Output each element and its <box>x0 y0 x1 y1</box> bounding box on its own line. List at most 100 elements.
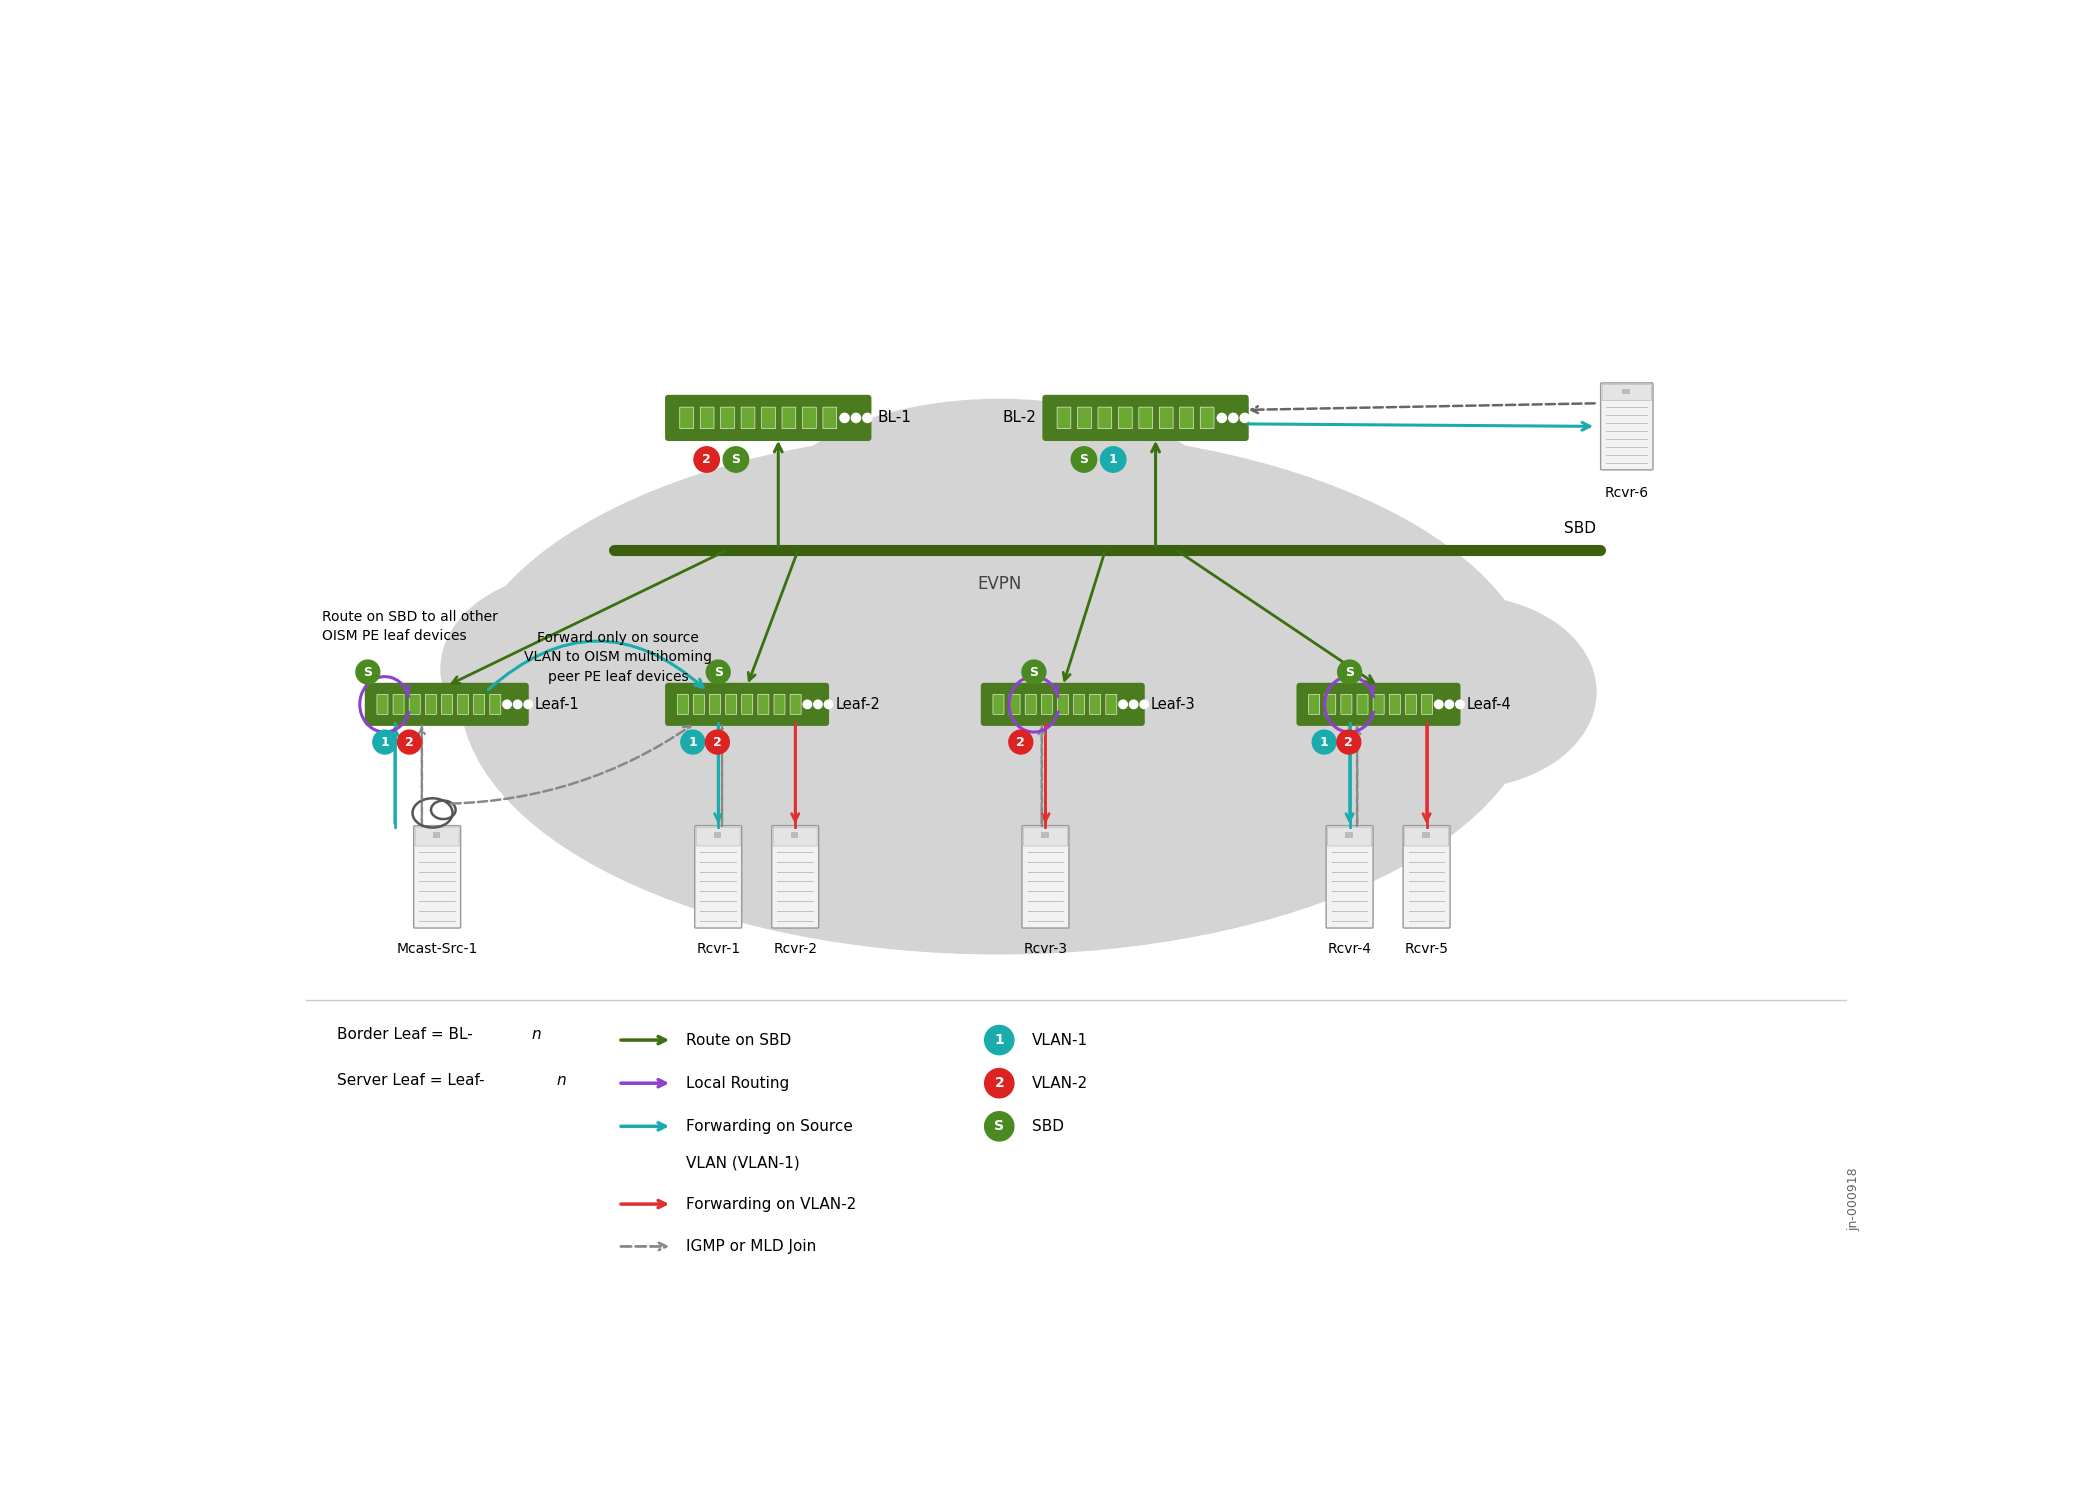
Text: Leaf-2: Leaf-2 <box>836 697 880 712</box>
Text: S: S <box>1029 666 1037 678</box>
Circle shape <box>1228 413 1237 422</box>
Text: SBD: SBD <box>1031 1118 1063 1133</box>
FancyBboxPatch shape <box>710 694 720 714</box>
FancyBboxPatch shape <box>1344 833 1352 839</box>
FancyBboxPatch shape <box>426 694 437 714</box>
FancyBboxPatch shape <box>1042 694 1052 714</box>
FancyBboxPatch shape <box>1373 694 1384 714</box>
FancyBboxPatch shape <box>416 827 460 846</box>
Ellipse shape <box>1115 485 1424 700</box>
Text: Rcvr-6: Rcvr-6 <box>1604 486 1649 500</box>
Ellipse shape <box>441 572 710 766</box>
Text: Rcvr-1: Rcvr-1 <box>695 943 741 956</box>
Text: Leaf-3: Leaf-3 <box>1151 697 1195 712</box>
Text: 1: 1 <box>689 736 697 748</box>
Text: Rcvr-4: Rcvr-4 <box>1327 943 1371 956</box>
Circle shape <box>1023 660 1046 684</box>
Ellipse shape <box>769 400 1231 630</box>
FancyBboxPatch shape <box>676 694 689 714</box>
Circle shape <box>813 700 823 709</box>
Circle shape <box>1455 700 1464 709</box>
FancyBboxPatch shape <box>775 694 785 714</box>
FancyBboxPatch shape <box>458 694 468 714</box>
FancyBboxPatch shape <box>773 827 817 846</box>
Circle shape <box>502 700 510 709</box>
Text: Rcvr-2: Rcvr-2 <box>773 943 817 956</box>
FancyBboxPatch shape <box>1138 407 1153 428</box>
FancyBboxPatch shape <box>1405 694 1415 714</box>
FancyBboxPatch shape <box>695 825 741 928</box>
Circle shape <box>985 1112 1014 1141</box>
Text: 2: 2 <box>714 736 722 748</box>
FancyBboxPatch shape <box>680 407 693 428</box>
FancyBboxPatch shape <box>1390 694 1401 714</box>
Text: EVPN: EVPN <box>976 575 1021 593</box>
Circle shape <box>1445 700 1453 709</box>
Circle shape <box>693 446 720 473</box>
Text: Rcvr-5: Rcvr-5 <box>1405 943 1449 956</box>
Text: BL-1: BL-1 <box>878 410 911 425</box>
FancyBboxPatch shape <box>1023 825 1069 928</box>
Circle shape <box>355 660 380 684</box>
FancyBboxPatch shape <box>666 396 872 442</box>
FancyBboxPatch shape <box>1422 833 1430 839</box>
Text: 2: 2 <box>1344 736 1352 748</box>
FancyBboxPatch shape <box>697 827 739 846</box>
FancyBboxPatch shape <box>781 407 796 428</box>
Text: IGMP or MLD Join: IGMP or MLD Join <box>687 1239 817 1254</box>
Ellipse shape <box>1327 596 1596 788</box>
FancyBboxPatch shape <box>720 407 735 428</box>
Circle shape <box>680 730 706 754</box>
FancyBboxPatch shape <box>393 694 403 714</box>
FancyBboxPatch shape <box>714 833 720 839</box>
Text: jn-000918: jn-000918 <box>1848 1167 1861 1231</box>
Circle shape <box>1338 660 1361 684</box>
FancyBboxPatch shape <box>666 683 830 726</box>
Text: Border Leaf = BL-: Border Leaf = BL- <box>336 1028 472 1042</box>
Text: 1: 1 <box>380 736 388 748</box>
Text: 2: 2 <box>1016 736 1025 748</box>
Circle shape <box>985 1069 1014 1097</box>
FancyBboxPatch shape <box>1119 407 1132 428</box>
Circle shape <box>706 660 731 684</box>
Circle shape <box>840 413 848 422</box>
FancyBboxPatch shape <box>1159 407 1174 428</box>
Text: SBD: SBD <box>1564 520 1596 535</box>
Text: Forwarding on VLAN-2: Forwarding on VLAN-2 <box>687 1197 857 1212</box>
Circle shape <box>1241 413 1250 422</box>
Circle shape <box>722 446 748 473</box>
FancyBboxPatch shape <box>1325 825 1373 928</box>
FancyBboxPatch shape <box>823 407 836 428</box>
FancyBboxPatch shape <box>1296 683 1460 726</box>
FancyBboxPatch shape <box>981 683 1144 726</box>
Text: 2: 2 <box>701 454 712 465</box>
Circle shape <box>825 700 834 709</box>
FancyBboxPatch shape <box>790 694 800 714</box>
FancyBboxPatch shape <box>489 694 500 714</box>
Circle shape <box>525 700 533 709</box>
Circle shape <box>1434 700 1443 709</box>
FancyBboxPatch shape <box>1201 407 1214 428</box>
Text: Rcvr-3: Rcvr-3 <box>1023 943 1067 956</box>
Circle shape <box>397 730 422 754</box>
FancyBboxPatch shape <box>1342 694 1352 714</box>
Circle shape <box>374 730 397 754</box>
FancyBboxPatch shape <box>1308 694 1319 714</box>
FancyBboxPatch shape <box>1023 827 1067 846</box>
Text: S: S <box>1346 666 1355 678</box>
Text: 1: 1 <box>995 1033 1004 1047</box>
FancyBboxPatch shape <box>741 407 754 428</box>
FancyBboxPatch shape <box>1058 694 1069 714</box>
Text: S: S <box>731 454 741 465</box>
Text: BL-2: BL-2 <box>1002 410 1035 425</box>
FancyBboxPatch shape <box>1056 407 1071 428</box>
Text: Leaf-1: Leaf-1 <box>536 697 580 712</box>
Circle shape <box>1100 446 1126 473</box>
FancyBboxPatch shape <box>1077 407 1092 428</box>
Text: Leaf-4: Leaf-4 <box>1466 697 1512 712</box>
Text: Local Routing: Local Routing <box>687 1075 790 1090</box>
FancyBboxPatch shape <box>433 833 441 839</box>
FancyBboxPatch shape <box>1602 385 1651 400</box>
Text: VLAN-1: VLAN-1 <box>1031 1032 1088 1047</box>
FancyBboxPatch shape <box>741 694 752 714</box>
